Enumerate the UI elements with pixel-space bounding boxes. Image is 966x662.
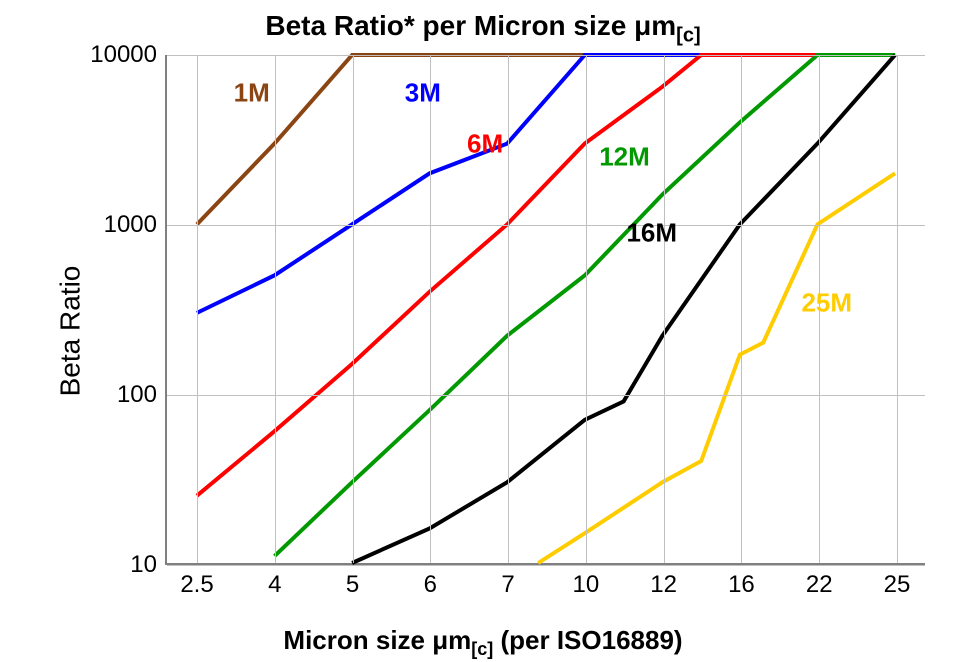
series-label-3M: 3M	[405, 77, 441, 108]
x-tick-label: 22	[806, 563, 833, 599]
gridline-vertical	[664, 55, 665, 563]
series-line-25M	[538, 173, 895, 563]
x-tick-label: 12	[650, 563, 677, 599]
series-label-1M: 1M	[234, 77, 270, 108]
series-label-12M: 12M	[599, 142, 650, 173]
x-tick-label: 2.5	[180, 563, 213, 599]
x-tick-label: 10	[573, 563, 600, 599]
y-axis-label: Beta Ratio	[54, 266, 86, 397]
gridline-vertical	[508, 55, 509, 563]
gridline-horizontal	[167, 565, 925, 566]
x-tick-label: 4	[268, 563, 281, 599]
y-tick-label: 1000	[104, 211, 167, 239]
plot-area: 2.545671012162225101001000100001M3M6M12M…	[165, 55, 925, 565]
x-tick-label: 16	[728, 563, 755, 599]
gridline-horizontal	[167, 55, 925, 56]
gridline-horizontal	[167, 395, 925, 396]
series-label-25M: 25M	[801, 287, 852, 318]
gridline-horizontal	[167, 225, 925, 226]
gridline-vertical	[430, 55, 431, 563]
series-line-6M	[197, 55, 895, 496]
gridline-vertical	[586, 55, 587, 563]
y-tick-label: 10	[130, 551, 167, 579]
x-tick-label: 5	[346, 563, 359, 599]
gridline-vertical	[197, 55, 198, 563]
gridline-vertical	[353, 55, 354, 563]
x-tick-label: 6	[424, 563, 437, 599]
series-label-16M: 16M	[626, 217, 677, 248]
x-tick-label: 25	[884, 563, 911, 599]
gridline-vertical	[275, 55, 276, 563]
gridline-vertical	[897, 55, 898, 563]
series-label-6M: 6M	[467, 128, 503, 159]
x-tick-label: 7	[501, 563, 514, 599]
gridline-vertical	[741, 55, 742, 563]
x-axis-label: Micron size μm[c] (per ISO16889)	[0, 625, 966, 660]
y-tick-label: 100	[117, 381, 167, 409]
chart-container: Beta Ratio* per Micron size μm[c] Beta R…	[0, 0, 966, 662]
y-tick-label: 10000	[90, 41, 167, 69]
